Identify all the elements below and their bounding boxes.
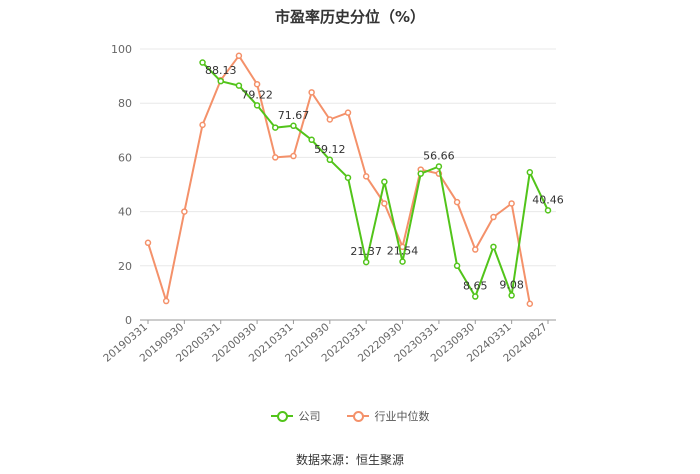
data-point-company	[453, 262, 461, 270]
data-label: 56.66	[423, 149, 455, 162]
data-label: 8.65	[463, 280, 488, 293]
data-point-company	[308, 136, 315, 144]
data-point-industry-median	[453, 198, 461, 206]
data-point-industry-median	[362, 173, 370, 180]
data-label: 21.54	[387, 245, 419, 258]
data-point-industry-median	[162, 297, 170, 305]
legend-label-industry-median: 行业中位数	[374, 410, 430, 423]
series-line-industry-median	[147, 54, 531, 304]
data-point-industry-median	[344, 109, 352, 116]
data-point-industry-median	[472, 246, 479, 253]
data-point-company	[199, 59, 206, 66]
data-point-industry-median	[526, 300, 534, 307]
data-label: 21.37	[350, 245, 382, 258]
data-point-company	[544, 207, 552, 214]
legend-marker-company	[270, 411, 293, 422]
legend-marker-industry-median	[346, 411, 369, 422]
data-label: 88.13	[205, 64, 237, 77]
data-point-company	[253, 102, 261, 109]
data-point-company	[399, 258, 406, 265]
legend: 公司 行业中位数	[0, 408, 700, 424]
data-label: 40.46	[532, 193, 564, 206]
data-point-industry-median	[381, 200, 388, 207]
data-source: 数据来源：恒生聚源	[295, 453, 404, 467]
data-point-company	[435, 163, 443, 170]
legend-item-company[interactable]: 公司	[270, 408, 321, 424]
data-point-industry-median	[308, 89, 315, 96]
data-point-company	[290, 122, 297, 130]
data-point-company	[235, 82, 243, 89]
data-point-company	[344, 174, 352, 181]
data-point-industry-median	[508, 200, 515, 207]
data-point-industry-median	[253, 80, 261, 88]
y-tick-label: 20	[118, 260, 132, 273]
data-point-company	[417, 170, 424, 177]
y-tick-label: 60	[118, 151, 132, 164]
data-point-company	[381, 178, 388, 186]
data-point-company	[272, 124, 279, 131]
data-label: 79.22	[241, 88, 273, 101]
data-point-company	[217, 77, 224, 85]
data-point-industry-median	[235, 52, 243, 60]
data-point-company	[472, 293, 479, 300]
data-point-industry-median	[272, 154, 279, 161]
data-point-company	[362, 258, 370, 266]
data-point-company	[508, 292, 515, 299]
legend-label-company: 公司	[298, 410, 321, 423]
data-point-company	[326, 156, 334, 164]
data-point-industry-median	[144, 239, 152, 247]
y-tick-label: 40	[118, 206, 132, 219]
data-point-company	[490, 243, 497, 251]
data-point-industry-median	[199, 121, 206, 129]
data-label: 71.67	[278, 109, 310, 122]
legend-item-industry-median[interactable]: 行业中位数	[346, 408, 430, 424]
series-line-company	[201, 61, 549, 298]
y-tick-label: 100	[111, 43, 132, 56]
data-point-industry-median	[181, 208, 188, 215]
y-tick-label: 80	[118, 97, 132, 110]
data-label: 9.08	[499, 278, 524, 291]
chart-title: 市盈率历史分位（%）	[274, 8, 426, 26]
data-point-company	[526, 169, 534, 176]
data-label: 59.12	[314, 143, 346, 156]
y-tick-label: 0	[125, 314, 132, 327]
data-point-industry-median	[326, 116, 334, 123]
data-point-industry-median	[490, 213, 497, 221]
data-point-industry-median	[290, 152, 297, 160]
